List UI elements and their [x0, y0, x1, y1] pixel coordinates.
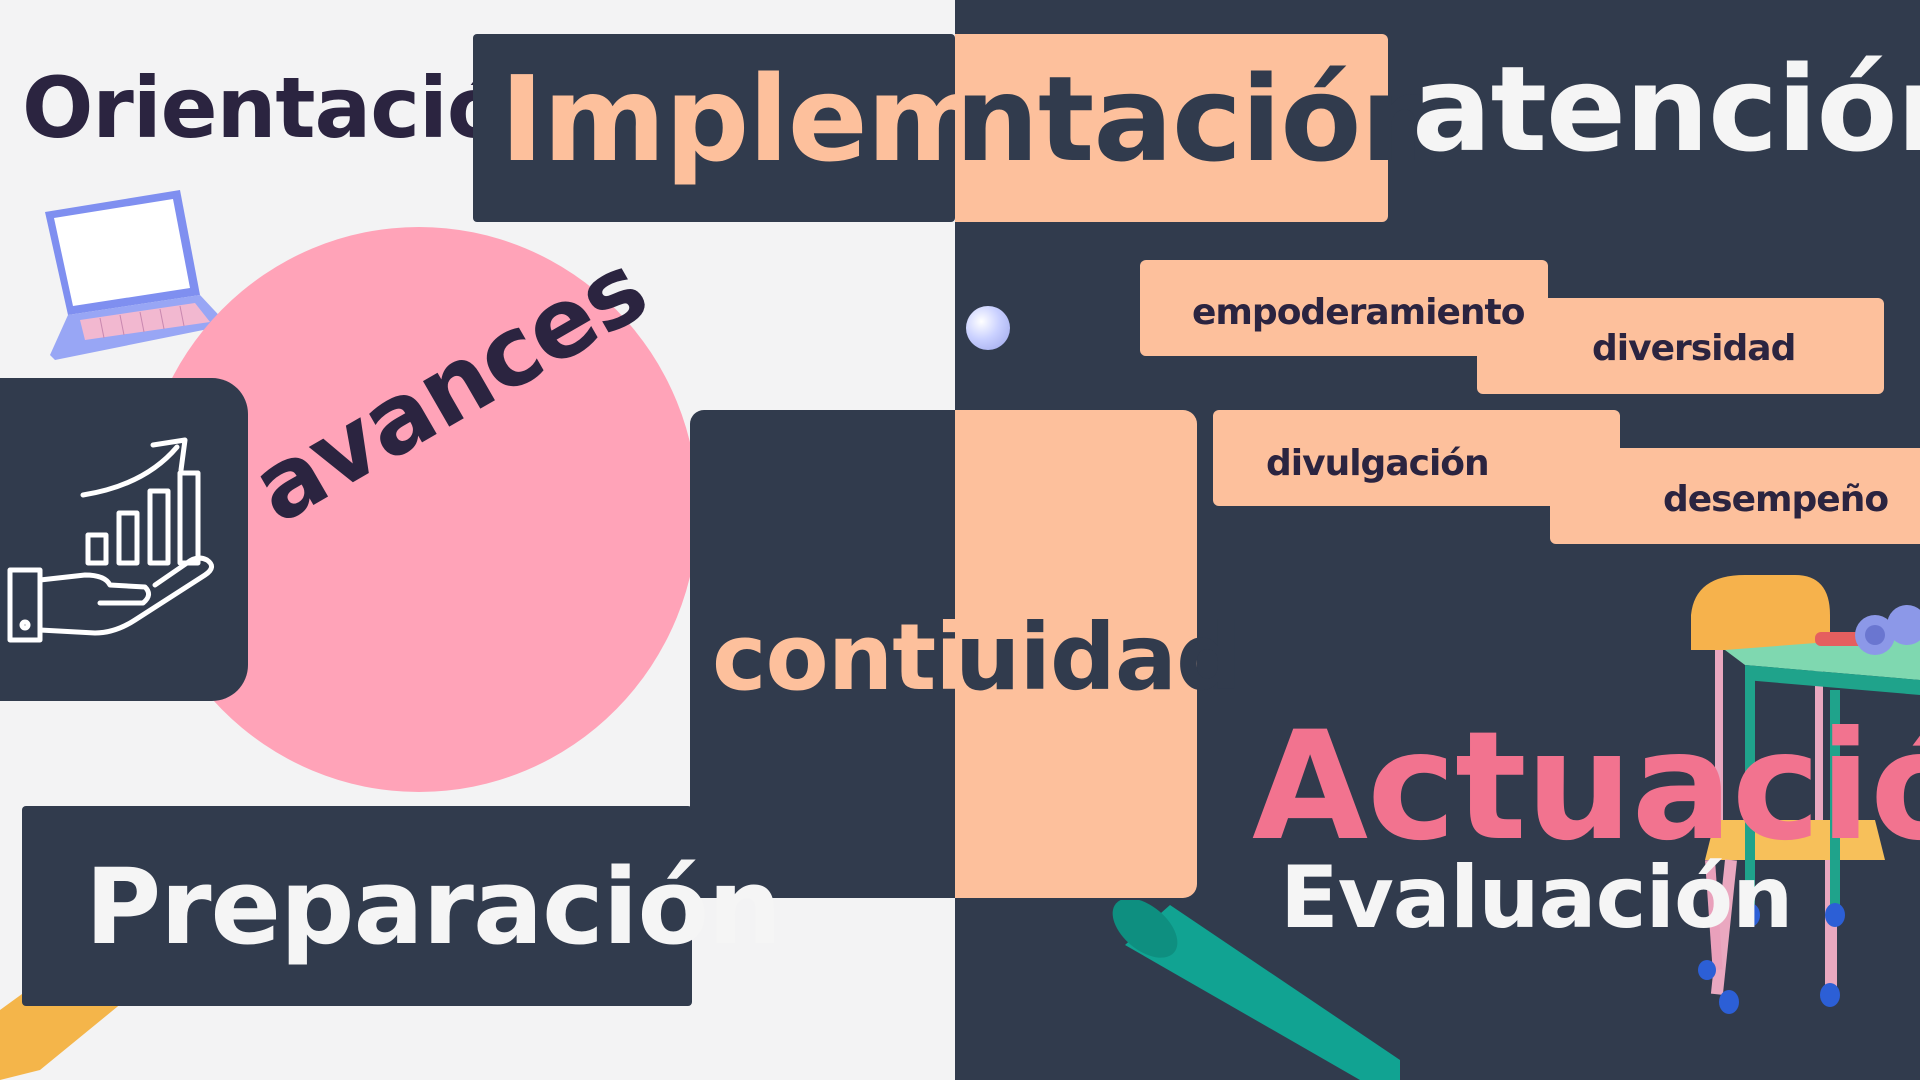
- growth-chart-hand-icon: [5, 435, 225, 650]
- continuidad-panel-dark: [690, 410, 955, 898]
- preparacion-panel: [22, 806, 692, 1006]
- growth-icon-panel: [0, 378, 248, 701]
- tag-diversidad-box: [1477, 298, 1884, 394]
- tag-empoderamiento: empoderamiento: [1192, 292, 1525, 333]
- word-continuidad-left: contin: [712, 604, 1031, 711]
- word-implementacion-left: Impleme: [500, 50, 1069, 188]
- tag-desempeno: desempeño: [1663, 479, 1889, 520]
- orb-icon: [966, 306, 1010, 350]
- tag-divulgacion: divulgación: [1266, 443, 1490, 484]
- laptop-icon: [40, 190, 230, 365]
- word-preparacion: Preparación: [85, 846, 782, 968]
- word-actuacion: Actuación: [1252, 700, 1920, 874]
- school-desk-chair-icon: [1685, 570, 1920, 1020]
- tag-desempeno-box: [1550, 448, 1920, 544]
- implementacion-panel-dark: [473, 34, 955, 222]
- implementacion-panel-peach: [955, 34, 1388, 222]
- word-evaluacion: Evaluación: [1280, 848, 1793, 948]
- continuidad-panel-peach: [955, 410, 1197, 898]
- word-continuidad-right: uidad: [955, 604, 1242, 711]
- teal-cylinder-icon: [1100, 900, 1400, 1080]
- word-atencion: atención: [1412, 40, 1920, 178]
- tag-diversidad: diversidad: [1592, 328, 1796, 369]
- word-implementacion-right: ntación: [955, 50, 1445, 188]
